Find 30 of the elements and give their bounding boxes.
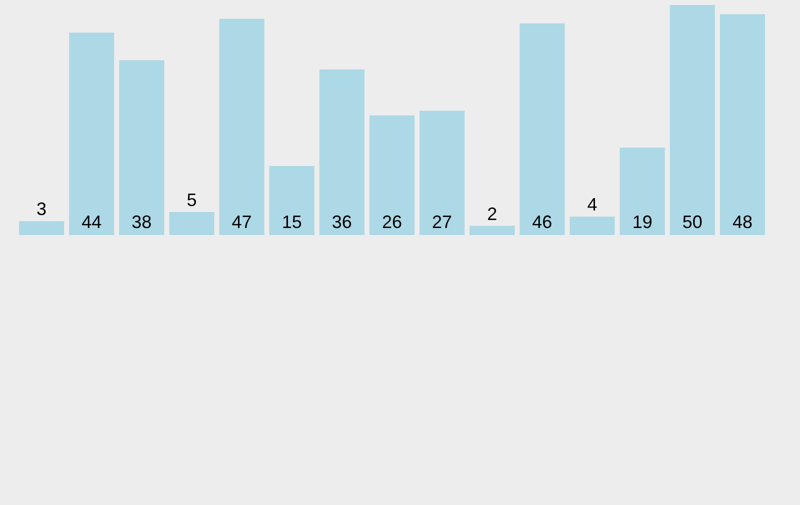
- bar: [670, 5, 715, 235]
- bar: [219, 18, 264, 235]
- bar: [369, 115, 415, 235]
- data-label: 19: [632, 212, 652, 232]
- data-label: 50: [682, 212, 702, 232]
- data-label: 48: [732, 212, 752, 232]
- data-label: 15: [282, 212, 302, 232]
- bar: [720, 14, 765, 235]
- data-label: 44: [82, 212, 102, 232]
- bar: [570, 216, 615, 235]
- data-label: 27: [432, 212, 452, 232]
- bar: [119, 60, 164, 235]
- bar: [470, 226, 515, 235]
- data-label: 5: [186, 190, 197, 210]
- bar: [520, 23, 565, 235]
- data-label: 38: [132, 212, 152, 232]
- data-label: 4: [587, 194, 598, 215]
- data-label: 26: [382, 212, 402, 232]
- bar: [169, 212, 214, 235]
- data-label: 3: [36, 199, 47, 220]
- bar: [269, 166, 314, 235]
- data-label: 47: [232, 212, 252, 232]
- bar: [69, 32, 114, 235]
- data-label: 36: [332, 212, 352, 232]
- bar: [319, 69, 364, 235]
- bar: [620, 148, 665, 235]
- bar: [19, 221, 64, 235]
- bar: [420, 110, 465, 235]
- data-label: 2: [487, 204, 498, 224]
- data-label: 46: [532, 212, 552, 232]
